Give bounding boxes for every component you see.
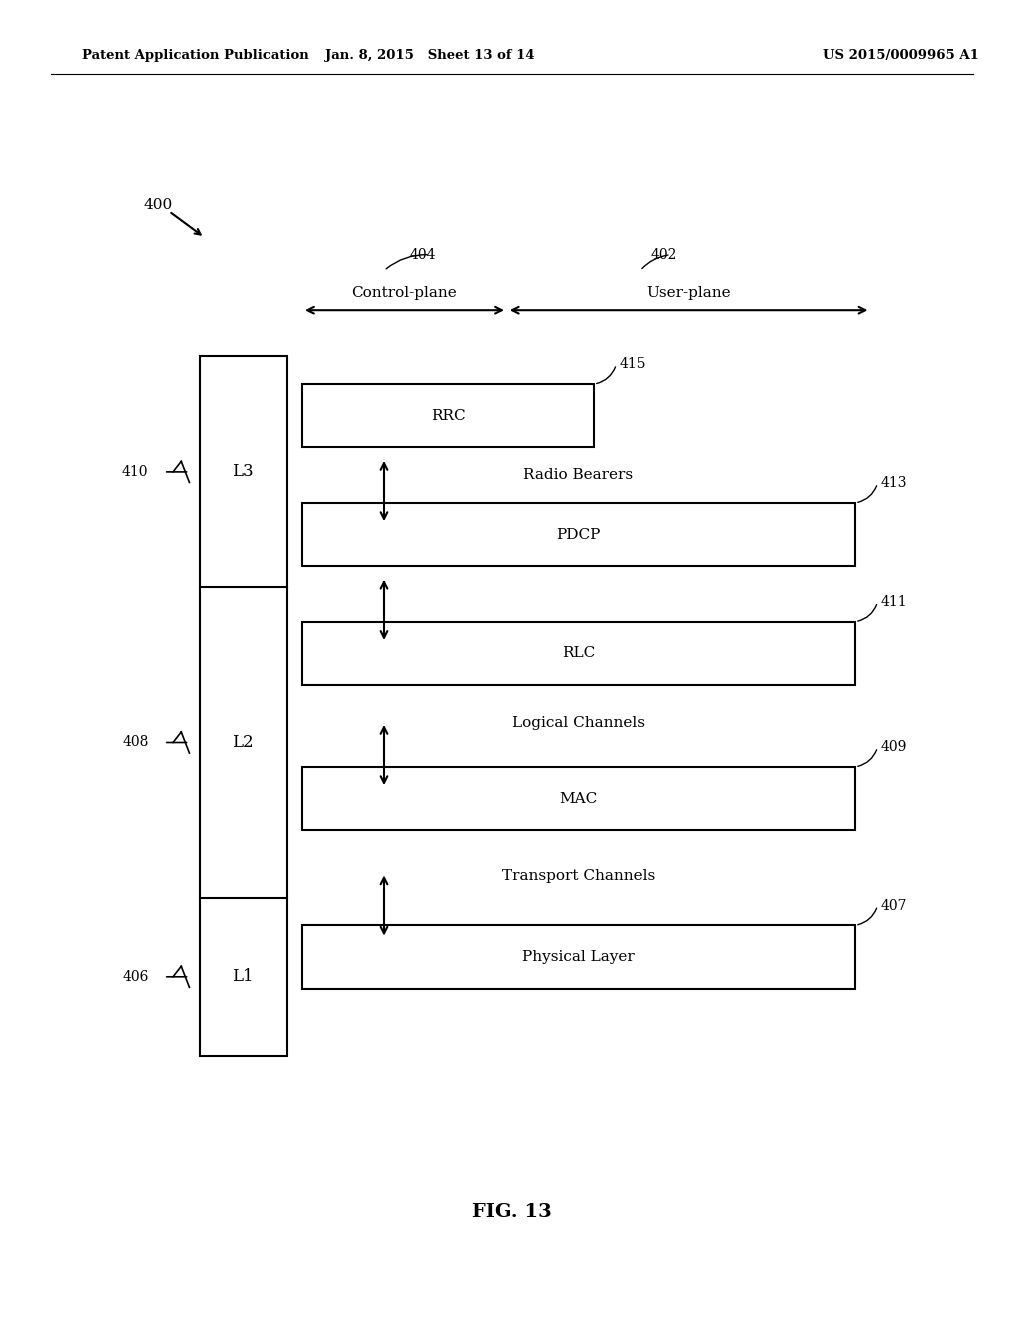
Text: L3: L3 — [232, 463, 254, 480]
FancyBboxPatch shape — [302, 767, 855, 830]
Text: MAC: MAC — [559, 792, 598, 805]
FancyBboxPatch shape — [302, 622, 855, 685]
Text: 407: 407 — [881, 899, 907, 912]
Text: 409: 409 — [881, 741, 907, 754]
Text: 410: 410 — [122, 465, 148, 479]
Text: Jan. 8, 2015   Sheet 13 of 14: Jan. 8, 2015 Sheet 13 of 14 — [326, 49, 535, 62]
Text: US 2015/0009965 A1: US 2015/0009965 A1 — [823, 49, 979, 62]
Text: Transport Channels: Transport Channels — [502, 870, 655, 883]
FancyBboxPatch shape — [302, 925, 855, 989]
Text: PDCP: PDCP — [556, 528, 601, 541]
Text: 404: 404 — [410, 248, 436, 261]
Text: Radio Bearers: Radio Bearers — [523, 469, 634, 482]
Text: Patent Application Publication: Patent Application Publication — [82, 49, 308, 62]
Text: FIG. 13: FIG. 13 — [472, 1203, 552, 1221]
Text: 402: 402 — [650, 248, 677, 261]
Text: 415: 415 — [620, 358, 646, 371]
Text: 400: 400 — [143, 198, 173, 211]
Text: 406: 406 — [122, 970, 148, 983]
Text: RLC: RLC — [562, 647, 595, 660]
FancyBboxPatch shape — [302, 384, 594, 447]
Text: Logical Channels: Logical Channels — [512, 717, 645, 730]
Text: Control-plane: Control-plane — [351, 285, 458, 300]
Text: L1: L1 — [232, 969, 254, 985]
FancyBboxPatch shape — [200, 356, 287, 1056]
Text: 413: 413 — [881, 477, 907, 490]
FancyBboxPatch shape — [302, 503, 855, 566]
Text: User-plane: User-plane — [646, 285, 731, 300]
Text: 411: 411 — [881, 595, 907, 609]
Text: 408: 408 — [122, 735, 148, 750]
Text: L2: L2 — [232, 734, 254, 751]
Text: RRC: RRC — [431, 409, 465, 422]
Text: Physical Layer: Physical Layer — [522, 950, 635, 964]
